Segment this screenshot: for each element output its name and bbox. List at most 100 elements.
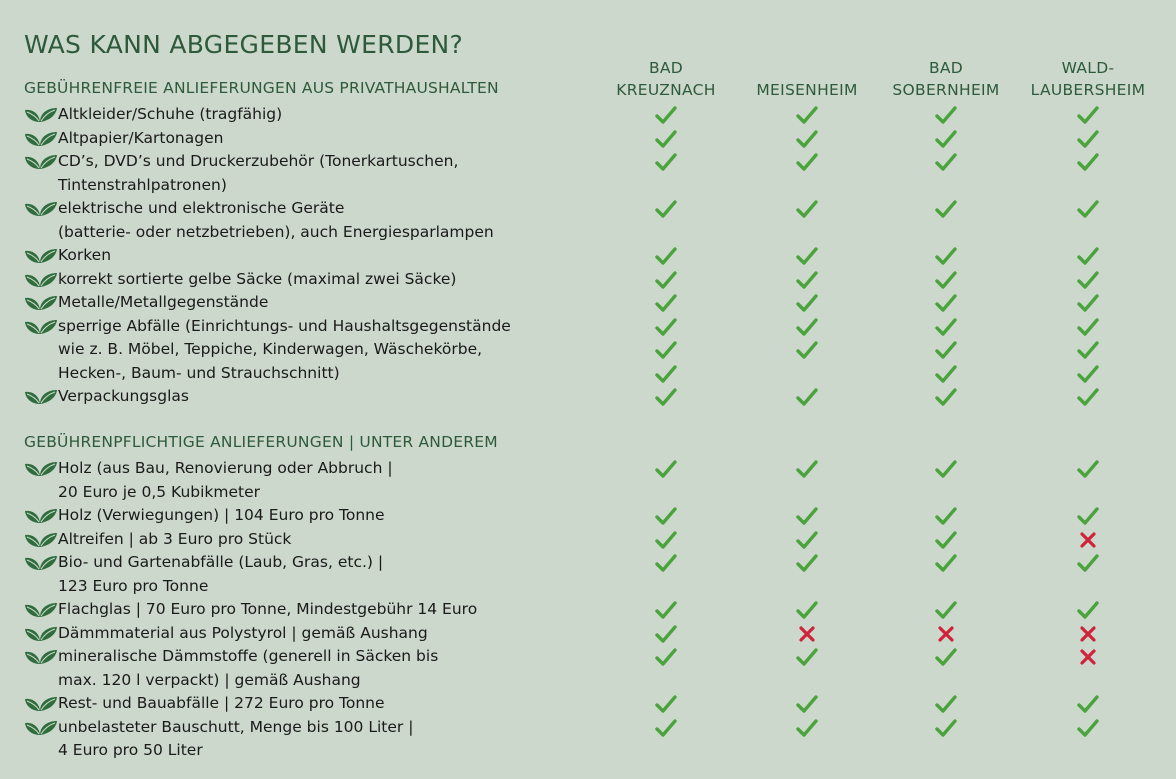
check-icon	[655, 624, 677, 644]
check-icon	[655, 506, 677, 526]
check-icon	[796, 387, 818, 407]
check-icon	[655, 694, 677, 714]
cross-icon	[1077, 624, 1099, 644]
leaf-icon	[24, 696, 58, 712]
item-label: max. 120 l verpackt) | gemäß Aushang	[58, 670, 361, 689]
list-item: elektrische und elektronische Geräte (bat…	[0, 197, 1176, 244]
leaf-icon	[24, 319, 58, 335]
leaf-icon	[24, 532, 58, 548]
check-icon	[1077, 364, 1099, 384]
column-header-line: LAUBERSHEIM	[1030, 81, 1146, 99]
check-icon	[935, 718, 957, 738]
list-item: Rest- und Bauabfälle | 272 Euro pro Tonn…	[0, 692, 1176, 716]
list-item: Metalle/Metallgegenstände	[0, 291, 1176, 315]
item-label: elektrische und elektronische Geräte	[58, 199, 345, 217]
cross-icon	[796, 624, 818, 644]
item-label: Dämmmaterial aus Polystyrol | gemäß Aush…	[58, 623, 428, 642]
list-item: Verpackungsglas	[0, 385, 1176, 409]
item-label: wie z. B. Möbel, Teppiche, Kinderwagen, …	[58, 340, 483, 358]
check-icon	[796, 459, 818, 479]
check-icon	[796, 246, 818, 266]
check-icon	[655, 364, 677, 384]
item-label: 4 Euro pro 50 Liter	[58, 741, 203, 759]
cross-icon	[935, 624, 957, 644]
check-icon	[796, 293, 818, 313]
check-icon	[655, 152, 677, 172]
check-icon	[655, 553, 677, 573]
check-icon	[655, 387, 677, 407]
check-icon	[935, 293, 957, 313]
section-title: GEBÜHRENFREIE ANLIEFERUNGEN AUS PRIVATHA…	[24, 79, 499, 97]
check-icon	[935, 364, 957, 384]
check-icon	[935, 506, 957, 526]
list-item: Dämmmaterial aus Polystyrol | gemäß Aush…	[0, 622, 1176, 646]
leaf-icon	[24, 154, 58, 170]
list-item: korrekt sortierte gelbe Säcke (maximal z…	[0, 268, 1176, 292]
check-icon	[1077, 340, 1099, 360]
leaf-icon	[24, 508, 58, 524]
column-header: BAD SOBERNHEIM	[876, 57, 1016, 101]
leaf-icon	[24, 248, 58, 264]
item-label: Bio- und Gartenabfälle (Laub, Gras, etc.…	[58, 553, 384, 571]
item-label: Altpapier/Kartonagen	[58, 128, 224, 147]
item-label: Altkleider/Schuhe (tragfähig)	[58, 105, 283, 123]
check-icon	[1077, 718, 1099, 738]
check-icon	[655, 293, 677, 313]
list-item: Altpapier/Kartonagen	[0, 127, 1176, 151]
column-header-line: SOBERNHEIM	[892, 81, 1000, 99]
check-icon	[935, 553, 957, 573]
check-icon	[655, 530, 677, 550]
check-icon	[935, 152, 957, 172]
item-label: CD’s, DVD’s und Druckerzubehör (Tonerkar…	[58, 152, 459, 170]
check-icon	[655, 246, 677, 266]
check-icon	[935, 129, 957, 149]
list-item: CD’s, DVD’s und Druckerzubehör (Tonerkar…	[0, 150, 1176, 197]
check-icon	[935, 340, 957, 360]
check-icon	[796, 647, 818, 667]
leaf-icon	[24, 201, 58, 217]
leaf-icon	[24, 649, 58, 665]
check-icon	[1077, 694, 1099, 714]
leaf-icon	[24, 272, 58, 288]
list-item: Holz (Verwiegungen) | 104 Euro pro Tonne	[0, 504, 1176, 528]
check-icon	[796, 553, 818, 573]
item-label: sperrige Abfälle (Einrichtungs- und Haus…	[58, 316, 511, 335]
list-item: sperrige Abfälle (Einrichtungs- und Haus…	[0, 315, 1176, 386]
check-icon	[655, 317, 677, 337]
check-icon	[935, 105, 957, 125]
check-icon	[655, 718, 677, 738]
column-header-line	[737, 57, 877, 79]
check-icon	[796, 718, 818, 738]
item-label: Metalle/Metallgegenstände	[58, 293, 269, 311]
item-label: Korken	[58, 246, 112, 264]
check-icon	[1077, 553, 1099, 573]
check-icon	[655, 600, 677, 620]
section-title: GEBÜHRENPFLICHTIGE ANLIEFERUNGEN | UNTER…	[24, 433, 498, 451]
check-icon	[935, 600, 957, 620]
item-label: Rest- und Bauabfälle | 272 Euro pro Tonn…	[58, 694, 385, 712]
check-icon	[796, 270, 818, 290]
column-header: BAD KREUZNACH	[596, 57, 736, 101]
check-icon	[1077, 387, 1099, 407]
column-header: MEISENHEIM	[737, 57, 877, 101]
item-label: unbelasteter Bauschutt, Menge bis 100 Li…	[58, 717, 414, 736]
check-icon	[796, 506, 818, 526]
check-icon	[1077, 459, 1099, 479]
check-icon	[1077, 270, 1099, 290]
check-icon	[655, 105, 677, 125]
check-icon	[655, 647, 677, 667]
check-icon	[655, 199, 677, 219]
check-icon	[935, 270, 957, 290]
leaf-icon	[24, 555, 58, 571]
check-icon	[796, 199, 818, 219]
check-icon	[935, 459, 957, 479]
list-item: Altreifen | ab 3 Euro pro Stück	[0, 528, 1176, 552]
list-item: mineralische Dämmstoffe (generell in Säc…	[0, 645, 1176, 692]
check-icon	[796, 600, 818, 620]
leaf-icon	[24, 295, 58, 311]
check-icon	[655, 270, 677, 290]
list-item: Flachglas | 70 Euro pro Tonne, Mindestge…	[0, 598, 1176, 622]
list-item: Bio- und Gartenabfälle (Laub, Gras, etc.…	[0, 551, 1176, 598]
check-icon	[1077, 129, 1099, 149]
check-icon	[796, 340, 818, 360]
